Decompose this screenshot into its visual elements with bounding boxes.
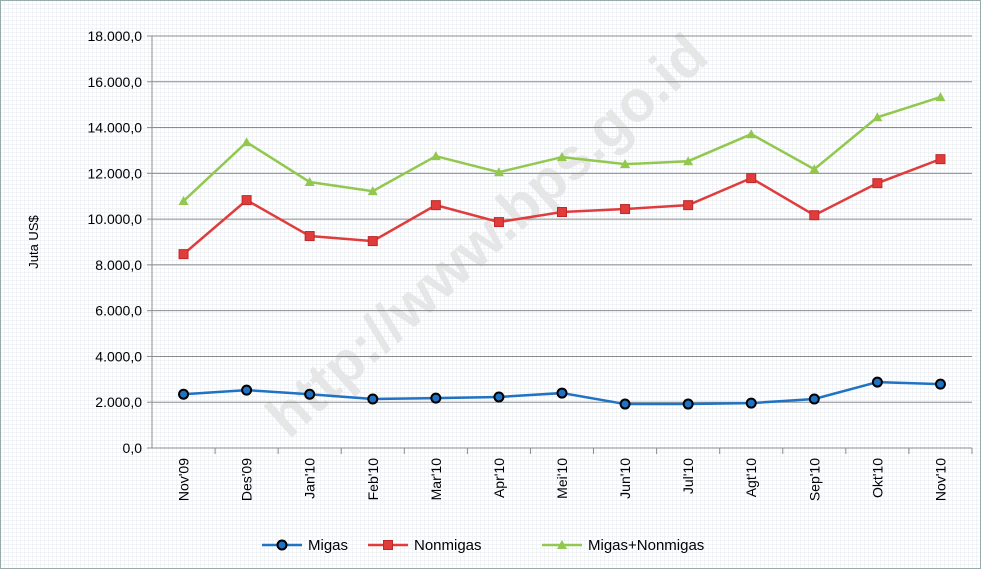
data-point — [430, 151, 441, 161]
y-tick-label: 4.000,0 — [95, 348, 142, 364]
x-tick-label: Mar'10 — [428, 458, 444, 501]
data-point — [683, 200, 694, 211]
data-point — [682, 398, 694, 410]
data-point — [241, 137, 252, 147]
x-tick-label: Feb'10 — [365, 458, 381, 501]
data-point — [178, 196, 189, 206]
y-tick-label: 12.000,0 — [88, 165, 143, 181]
x-tick-label: Apr'10 — [491, 458, 507, 498]
x-tick-label: Agt'10 — [743, 458, 759, 497]
y-tick-label: 8.000,0 — [95, 257, 142, 273]
data-point — [934, 378, 946, 390]
data-point — [304, 231, 315, 242]
data-point — [872, 112, 883, 122]
x-tick-label: Mei'10 — [554, 458, 570, 499]
legend-marker — [276, 539, 288, 551]
data-point — [304, 177, 315, 187]
data-point — [872, 178, 883, 189]
data-point — [620, 159, 631, 169]
y-tick-label: 14.000,0 — [88, 120, 143, 136]
data-point — [683, 156, 694, 166]
y-tick-label: 6.000,0 — [95, 303, 142, 319]
data-point — [746, 129, 757, 139]
data-point — [367, 186, 378, 196]
data-point — [556, 387, 568, 399]
data-point — [619, 398, 631, 410]
x-tick-label: Jun'10 — [617, 458, 633, 499]
data-point — [746, 173, 757, 184]
legend-marker — [383, 540, 393, 550]
y-tick-label: 16.000,0 — [88, 74, 143, 90]
x-tick-label: Okt'10 — [869, 458, 885, 498]
data-point — [745, 397, 757, 409]
x-tick-label: Nov'09 — [176, 458, 192, 501]
x-tick-label: Jul'10 — [680, 458, 696, 494]
data-point — [935, 92, 946, 102]
data-point — [493, 167, 504, 177]
x-tick-label: Sep'10 — [806, 458, 822, 501]
data-point — [808, 393, 820, 405]
data-point — [557, 207, 567, 218]
x-tick-label: Nov'10 — [932, 458, 948, 501]
data-point — [809, 164, 820, 174]
data-point — [935, 154, 946, 165]
data-point — [304, 388, 316, 400]
data-point — [178, 388, 190, 400]
y-tick-label: 18.000,0 — [88, 28, 143, 44]
legend-label: Migas+Nonmigas — [588, 537, 704, 554]
legend-marker — [557, 540, 567, 549]
y-tick-label: 2.000,0 — [95, 394, 142, 410]
data-point — [493, 391, 505, 403]
data-point — [620, 204, 631, 215]
data-point — [871, 376, 883, 388]
data-point — [493, 217, 504, 228]
data-point — [241, 384, 253, 396]
legend-label: Nonmigas — [414, 537, 482, 554]
x-tick-label: Des'09 — [239, 458, 255, 501]
data-point — [430, 200, 441, 211]
data-point — [241, 195, 252, 206]
data-point — [367, 236, 378, 247]
data-point — [557, 152, 567, 162]
x-tick-label: Jan'10 — [302, 458, 318, 499]
legend-label: Migas — [308, 537, 348, 554]
data-point — [430, 392, 442, 404]
data-point — [178, 249, 189, 260]
y-tick-label: 0,0 — [123, 440, 143, 456]
y-axis-label: Juta US$ — [26, 214, 41, 268]
data-point — [809, 210, 820, 221]
data-point — [367, 393, 379, 405]
y-tick-label: 10.000,0 — [88, 211, 143, 227]
